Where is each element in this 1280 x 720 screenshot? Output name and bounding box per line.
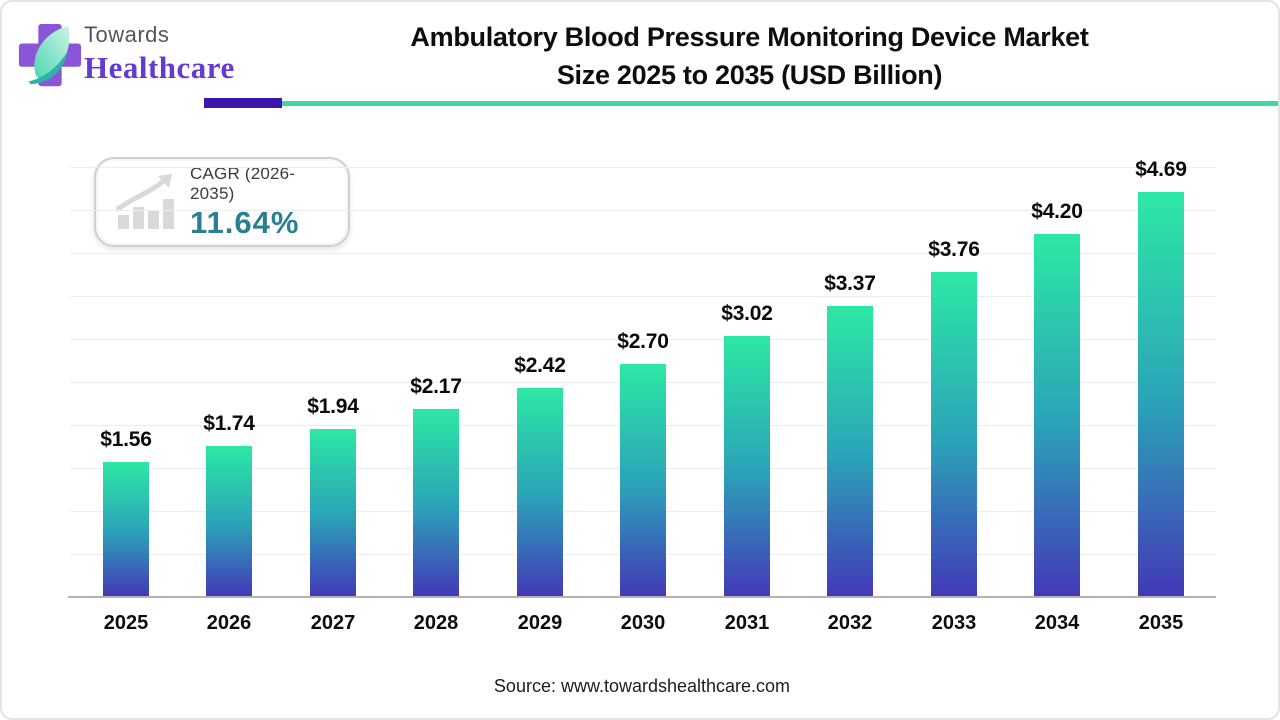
bar-value-label-2026: $1.74 [203, 412, 255, 435]
bar-value-label-2027: $1.94 [307, 395, 359, 418]
bar-value-label-2033: $3.76 [928, 238, 980, 261]
logo-text: Towards Healthcare [84, 22, 235, 86]
bar-2028 [413, 409, 459, 596]
x-axis-label-2035: 2035 [1138, 612, 1184, 634]
bar-group-2028: $2.17 [384, 2, 488, 597]
bar-group-2033: $3.76 [902, 2, 1006, 597]
x-axis-baseline [68, 596, 1216, 598]
x-axis-label-2028: 2028 [413, 612, 459, 634]
bar-group-2026: $1.74 [177, 2, 281, 597]
bar-group-2029: $2.42 [488, 2, 592, 597]
x-axis-label-2026: 2026 [206, 612, 252, 634]
gridline [70, 296, 1216, 297]
growth-chart-icon [116, 174, 174, 229]
bar-2030 [620, 364, 666, 596]
bar-group-2027: $1.94 [281, 2, 385, 597]
bar-value-label-2031: $3.02 [721, 302, 773, 325]
gridline [70, 339, 1216, 340]
x-axis-label-2032: 2032 [827, 612, 873, 634]
bar-group-2025: $1.56 [74, 2, 178, 597]
x-axis-label-2030: 2030 [620, 612, 666, 634]
chart-title: Ambulatory Blood Pressure Monitoring Dev… [227, 18, 1272, 94]
bar-value-label-2035: $4.69 [1135, 158, 1187, 181]
chart-title-line2: Size 2025 to 2035 (USD Billion) [556, 60, 943, 90]
bar-2029 [517, 388, 563, 596]
logo-healthcare: Healthcare [84, 50, 235, 85]
bar-2033 [931, 272, 977, 596]
bar-group-2035: $4.69 [1109, 2, 1213, 597]
bar-value-label-2030: $2.70 [617, 330, 669, 353]
gridline [70, 210, 1216, 211]
bar-group-2032: $3.37 [798, 2, 902, 597]
leaf-swoosh [28, 51, 68, 85]
cagr-badge: CAGR (2026-2035) 11.64% [94, 157, 350, 247]
x-axis-label-2027: 2027 [310, 612, 356, 634]
bar-group-2030: $2.70 [591, 2, 695, 597]
x-axis-label-2029: 2029 [517, 612, 563, 634]
gridline [70, 167, 1216, 168]
bar-2035 [1138, 192, 1184, 596]
bar-2031 [724, 336, 770, 596]
bar-2027 [310, 429, 356, 596]
bar-value-label-2028: $2.17 [410, 375, 462, 398]
bar-2026 [206, 446, 252, 596]
bar-value-label-2032: $3.37 [824, 272, 876, 295]
x-axis-label-2025: 2025 [103, 612, 149, 634]
header-accent-purple-bar [204, 98, 282, 108]
towards-healthcare-logo-icon [18, 24, 82, 87]
bar-value-label-2025: $1.56 [100, 428, 152, 451]
x-axis-label-2031: 2031 [724, 612, 770, 634]
bar-2025 [103, 462, 149, 596]
bar-group-2031: $3.02 [695, 2, 799, 597]
bar-value-label-2034: $4.20 [1031, 200, 1083, 223]
bar-2032 [827, 306, 873, 596]
chart-title-line1: Ambulatory Blood Pressure Monitoring Dev… [410, 22, 1089, 52]
logo-towards: Towards [84, 22, 170, 47]
source-text: Source: www.towardshealthcare.com [493, 676, 791, 696]
cagr-label: CAGR (2026-2035) [190, 163, 296, 203]
leaf-shape [34, 26, 70, 78]
bar-2034 [1034, 234, 1080, 596]
gridline [70, 253, 1216, 254]
x-axis-label-2034: 2034 [1034, 612, 1080, 634]
x-axis-label-2033: 2033 [931, 612, 977, 634]
header-accent-teal-line [282, 101, 1278, 106]
bar-group-2034: $4.20 [1005, 2, 1109, 597]
bar-value-label-2029: $2.42 [514, 354, 566, 377]
